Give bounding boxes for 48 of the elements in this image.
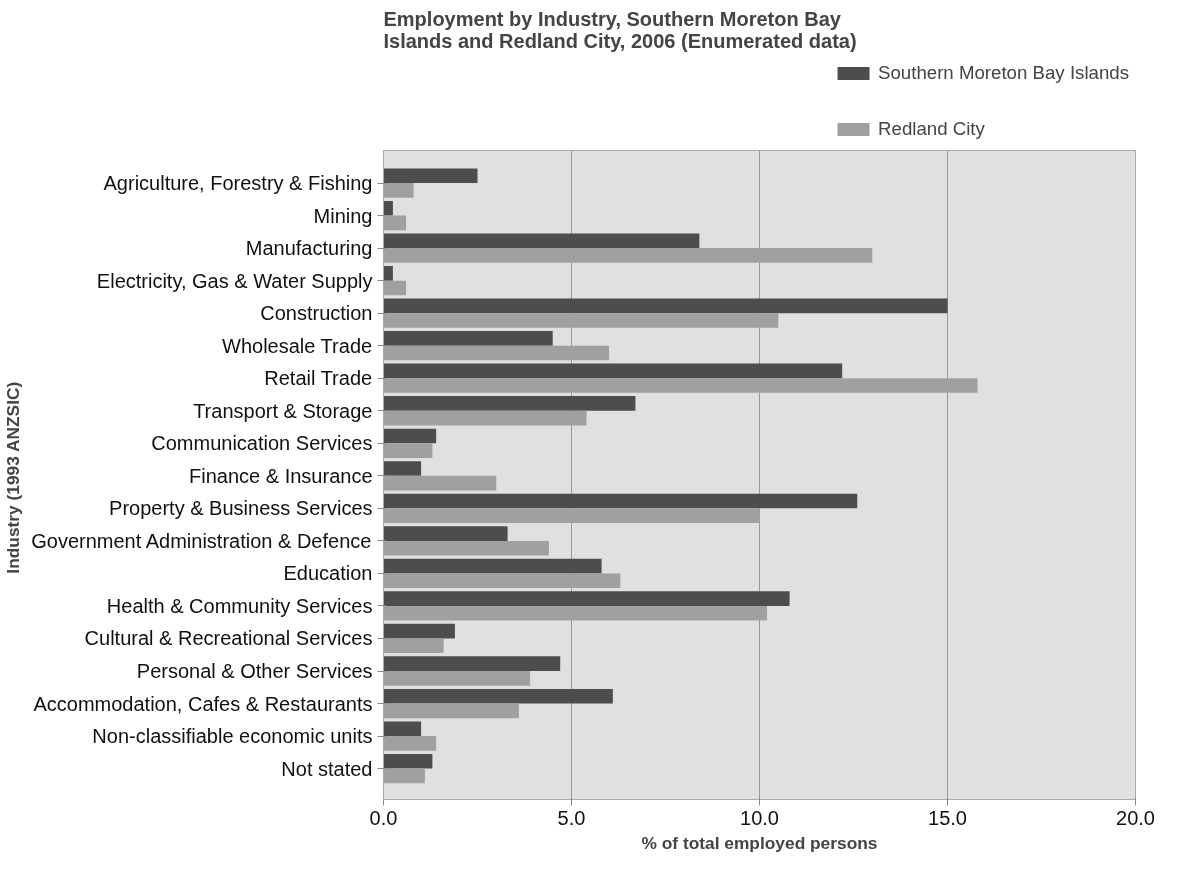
x-tick-label: 10.0 <box>740 806 779 829</box>
bar <box>383 233 700 249</box>
chart-title: Employment by Industry, Southern Moreton Bay Islands and Redland City, 2006 (Enumerated data) <box>383 7 857 52</box>
bar <box>383 461 422 476</box>
bar <box>383 200 393 216</box>
y-tick-label: Not stated <box>281 757 373 780</box>
bar <box>383 298 948 314</box>
y-axis-title: Industry (1993 ANZSIC) <box>3 381 24 574</box>
bar <box>383 656 561 671</box>
x-tick-label: 20.0 <box>1116 806 1155 829</box>
bar <box>383 428 437 444</box>
bar <box>383 526 508 541</box>
bar <box>383 591 790 606</box>
bar <box>383 493 858 509</box>
y-tick-label: Accommodation, Cafes & Restaurants <box>33 692 373 715</box>
bar <box>383 721 422 737</box>
legend-label: Redland City <box>878 118 985 140</box>
y-tick-label: Communication Services <box>151 432 373 455</box>
y-tick-label: Construction <box>260 302 373 325</box>
bar <box>383 688 613 704</box>
y-tick-label: Electricity, Gas & Water Supply <box>96 269 373 292</box>
y-tick-label: Manufacturing <box>245 237 373 260</box>
x-tick-label: 15.0 <box>928 806 967 829</box>
bar <box>383 265 393 281</box>
bar <box>383 331 553 346</box>
y-tick-label: Mining <box>313 204 373 227</box>
y-tick-label: Finance & Insurance <box>189 464 373 487</box>
legend-label: Southern Moreton Bay Islands <box>878 62 1129 84</box>
bar <box>383 753 433 769</box>
bar <box>383 363 843 379</box>
y-tick-label: Cultural & Recreational Services <box>84 627 373 650</box>
x-axis-title: % of total employed persons <box>641 832 878 853</box>
y-tick-label: Education <box>283 562 373 585</box>
y-tick-label: Agriculture, Forestry & Fishing <box>103 172 373 195</box>
y-tick-label: Wholesale Trade <box>222 334 373 357</box>
y-tick-label: Retail Trade <box>264 367 373 390</box>
bar <box>383 623 455 639</box>
y-tick-label: Health & Community Services <box>106 594 373 617</box>
bar <box>383 168 478 184</box>
x-tick-label: 0.0 <box>369 806 398 829</box>
y-tick-label: Transport & Storage <box>193 399 373 422</box>
x-tick-label: 5.0 <box>557 806 586 829</box>
y-tick-label: Personal & Other Services <box>136 660 373 682</box>
y-tick-label: Property & Business Services <box>109 497 373 520</box>
bar <box>383 396 636 411</box>
y-tick-label: Government Administration & Defence <box>31 529 372 552</box>
y-tick-label: Non-classifiable economic units <box>92 725 373 748</box>
bar <box>383 558 602 574</box>
